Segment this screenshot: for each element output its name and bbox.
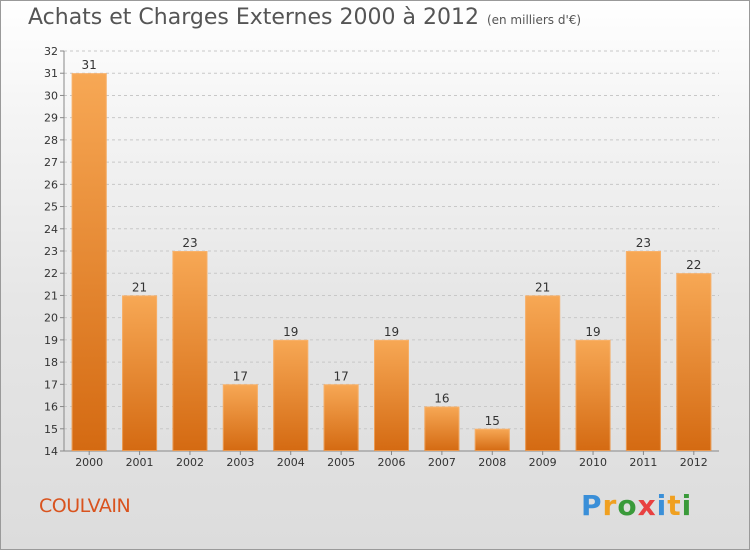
bar[interactable] (71, 73, 107, 451)
proxiti-logo[interactable]: Proxiti (581, 489, 692, 522)
bar-value-label: 16 (434, 392, 449, 406)
y-tick-label: 20 (44, 312, 58, 325)
bar-value-label: 21 (132, 280, 147, 294)
logo-letter: o (617, 489, 638, 522)
y-tick-label: 25 (44, 201, 58, 214)
x-tick-label: 2004 (277, 456, 305, 469)
logo-letter: i (681, 489, 693, 522)
bar-highlight (71, 73, 107, 451)
bar-value-label: 21 (535, 280, 550, 294)
x-tick-label: 2006 (378, 456, 406, 469)
y-tick-label: 22 (44, 267, 58, 280)
y-tick-label: 15 (44, 423, 58, 436)
bar[interactable] (374, 339, 409, 451)
bar[interactable] (625, 251, 661, 451)
logo-letter: t (667, 489, 682, 522)
bar-highlight (424, 406, 460, 451)
bar[interactable] (676, 273, 712, 451)
logo-letter: x (637, 489, 657, 522)
bar-highlight (323, 384, 359, 452)
chart-title: Achats et Charges Externes 2000 à 2012 (e… (28, 5, 581, 30)
y-tick-label: 30 (44, 89, 58, 102)
y-tick-label: 27 (44, 156, 58, 169)
bar-highlight (172, 251, 208, 451)
bar[interactable] (474, 428, 510, 451)
y-tick-label: 16 (44, 401, 58, 414)
y-tick-label: 21 (44, 289, 58, 302)
y-tick-label: 31 (44, 67, 58, 80)
x-tick-label: 2008 (478, 456, 506, 469)
x-tick-label: 2002 (176, 456, 204, 469)
bar-value-label: 22 (686, 258, 701, 272)
bar-value-label: 31 (82, 58, 97, 72)
x-tick-label: 2010 (579, 456, 607, 469)
x-tick-label: 2003 (226, 456, 254, 469)
logo-letter: P (581, 489, 603, 522)
y-tick-label: 23 (44, 245, 58, 258)
x-tick-label: 2005 (327, 456, 355, 469)
bar-value-label: 19 (283, 325, 298, 339)
y-tick-label: 32 (44, 45, 58, 58)
y-tick-label: 17 (44, 378, 58, 391)
bar-value-label: 19 (384, 325, 399, 339)
x-tick-label: 2012 (680, 456, 708, 469)
bar[interactable] (172, 251, 208, 451)
bar-value-label: 19 (585, 325, 600, 339)
y-tick-label: 26 (44, 178, 58, 191)
x-tick-label: 2001 (126, 456, 154, 469)
bar-value-label: 23 (182, 236, 197, 250)
bar[interactable] (273, 339, 309, 451)
bar-highlight (575, 339, 611, 451)
bar[interactable] (323, 384, 359, 451)
bar[interactable] (525, 295, 561, 451)
bar-highlight (374, 339, 409, 451)
bar-highlight (122, 295, 158, 452)
bar[interactable] (575, 339, 611, 451)
bar-value-label: 17 (333, 369, 348, 383)
city-name: COULVAIN (39, 495, 131, 517)
bar-highlight (525, 295, 561, 452)
logo-letter: r (602, 489, 618, 522)
y-tick-label: 18 (44, 356, 58, 369)
x-tick-label: 2000 (75, 456, 103, 469)
bar-highlight (222, 384, 258, 452)
y-tick-label: 28 (44, 134, 58, 147)
y-tick-label: 24 (44, 223, 58, 236)
bar[interactable] (424, 406, 460, 451)
y-tick-label: 19 (44, 334, 58, 347)
bar-value-label: 15 (485, 414, 500, 428)
x-tick-label: 2007 (428, 456, 456, 469)
x-tick-label: 2011 (629, 456, 657, 469)
y-tick-label: 29 (44, 112, 58, 125)
bar-value-label: 17 (233, 369, 248, 383)
bar-highlight (474, 428, 510, 451)
bar[interactable] (222, 384, 258, 451)
y-tick-label: 14 (44, 445, 58, 458)
x-tick-label: 2009 (529, 456, 557, 469)
bar-highlight (273, 339, 309, 451)
bar-value-label: 23 (636, 236, 651, 250)
chart-title-text: Achats et Charges Externes 2000 à 2012 (28, 5, 479, 30)
bar-highlight (676, 273, 712, 451)
chart-unit: (en milliers d'€) (486, 13, 582, 27)
logo-letter: i (656, 489, 668, 522)
bar-highlight (625, 251, 661, 451)
bar[interactable] (122, 295, 158, 451)
